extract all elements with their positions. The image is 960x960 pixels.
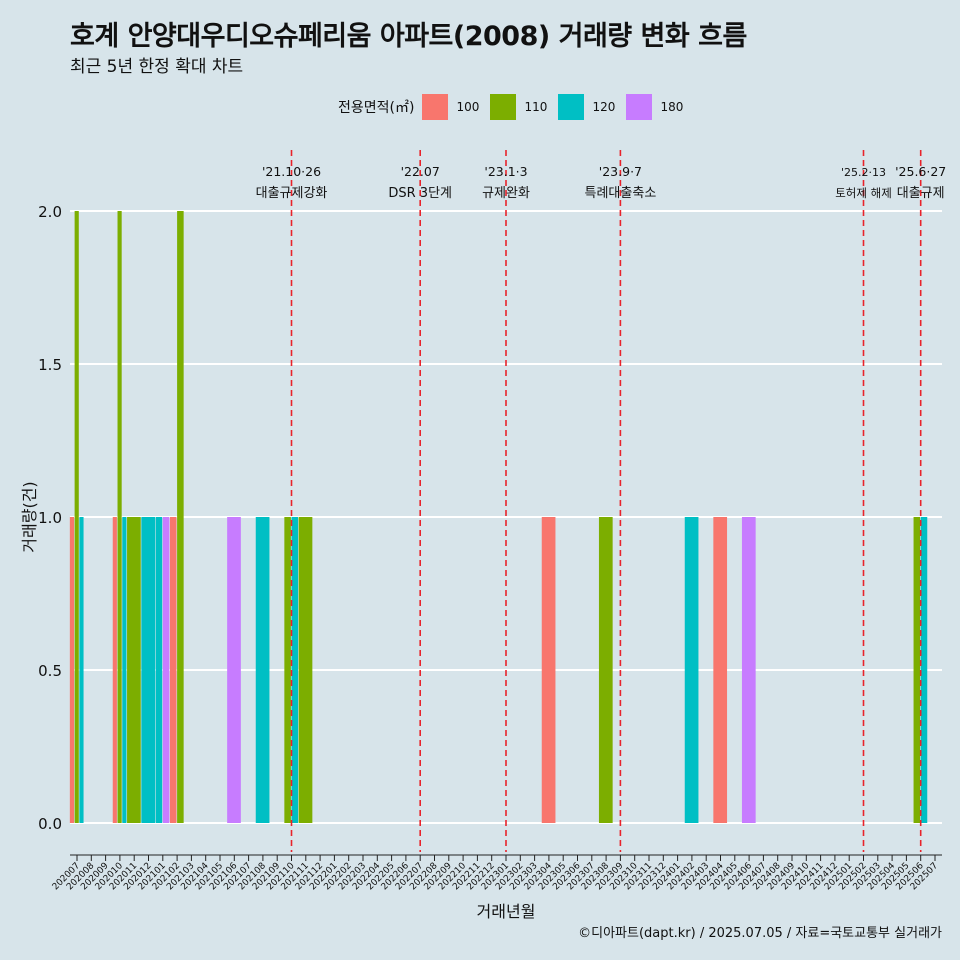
- chart-title: 호계 안양대우디오슈페리움 아파트(2008) 거래량 변화 흐름: [70, 21, 747, 52]
- bar-100-202404: [713, 517, 728, 823]
- source-caption: ©디아파트(dapt.kr) / 2025.07.05 / 자료=국토교통부 실…: [578, 926, 942, 941]
- bar-100-202304: [541, 517, 556, 823]
- event-date-label: '22.07: [401, 164, 440, 179]
- legend-swatch-100: [422, 94, 449, 120]
- legend-item-120: 120: [558, 94, 618, 120]
- legend-swatch-180: [626, 94, 653, 120]
- bar-110-202308: [598, 517, 613, 823]
- bar-120-202010: [122, 517, 127, 823]
- y-tick-label: 0.5: [38, 662, 62, 680]
- bar-110-202506: [913, 517, 921, 823]
- y-axis-label: 거래량(건): [20, 481, 39, 553]
- legend-item-110: 110: [490, 94, 550, 120]
- y-tick-label: 1.0: [38, 509, 62, 527]
- bar-110-202102: [177, 211, 184, 823]
- legend-item-180: 180: [626, 94, 686, 120]
- bar-120-202110: [291, 517, 299, 823]
- bar-120-202101: [155, 517, 163, 823]
- y-tick-label: 2.0: [38, 203, 62, 221]
- bar-110-202007: [74, 211, 79, 823]
- bar-180-202406: [741, 517, 756, 823]
- bar-100-202010: [112, 517, 117, 823]
- legend-label-120: 120: [592, 100, 616, 114]
- event-date-label: '21.10·26: [262, 164, 321, 179]
- legend-label-180: 180: [660, 100, 684, 114]
- event-name-label: 규제완화: [482, 186, 530, 201]
- bar-120-202402: [684, 517, 699, 823]
- bar-180-202101: [162, 517, 170, 823]
- legend: 전용면적(㎡) 100 110 120 180: [338, 92, 694, 122]
- bar-110-202111: [298, 517, 313, 823]
- y-tick-label: 1.5: [38, 356, 62, 374]
- bar-120-202012: [141, 517, 156, 823]
- event-name-label: DSR 3단계: [388, 186, 452, 201]
- event-date-label: '25.6·27: [895, 164, 946, 179]
- event-name-label: 대출규제: [897, 186, 945, 201]
- event-date-label: '25.2·13: [841, 166, 886, 179]
- legend-swatch-110: [490, 94, 517, 120]
- legend-title: 전용면적(㎡): [338, 100, 415, 116]
- bar-100-202007: [69, 517, 75, 823]
- y-tick-label: 0.0: [38, 815, 62, 833]
- x-axis-label: 거래년월: [476, 902, 536, 921]
- bar-180-202106: [227, 517, 241, 823]
- event-name-label: 특례대출축소: [585, 186, 657, 201]
- event-date-label: '23.1·3: [484, 164, 527, 179]
- legend-swatch-120: [558, 94, 585, 120]
- event-date-label: '23.9·7: [599, 164, 642, 179]
- bar-120-202007: [79, 517, 84, 823]
- event-name-label: 대출규제강화: [256, 186, 328, 201]
- bar-120-202506: [920, 517, 928, 823]
- legend-label-110: 110: [524, 100, 548, 114]
- bar-120-202108: [255, 517, 270, 823]
- bar-110-202110: [284, 517, 291, 823]
- bar-100-202102: [169, 517, 177, 823]
- event-name-label: 토허제 해제: [835, 186, 892, 200]
- bar-110-202011: [127, 517, 141, 823]
- chart-subtitle: 최근 5년 한정 확대 차트: [70, 57, 244, 77]
- bar-110-202010: [117, 211, 122, 823]
- legend-label-100: 100: [456, 100, 480, 114]
- legend-item-100: 100: [422, 94, 482, 120]
